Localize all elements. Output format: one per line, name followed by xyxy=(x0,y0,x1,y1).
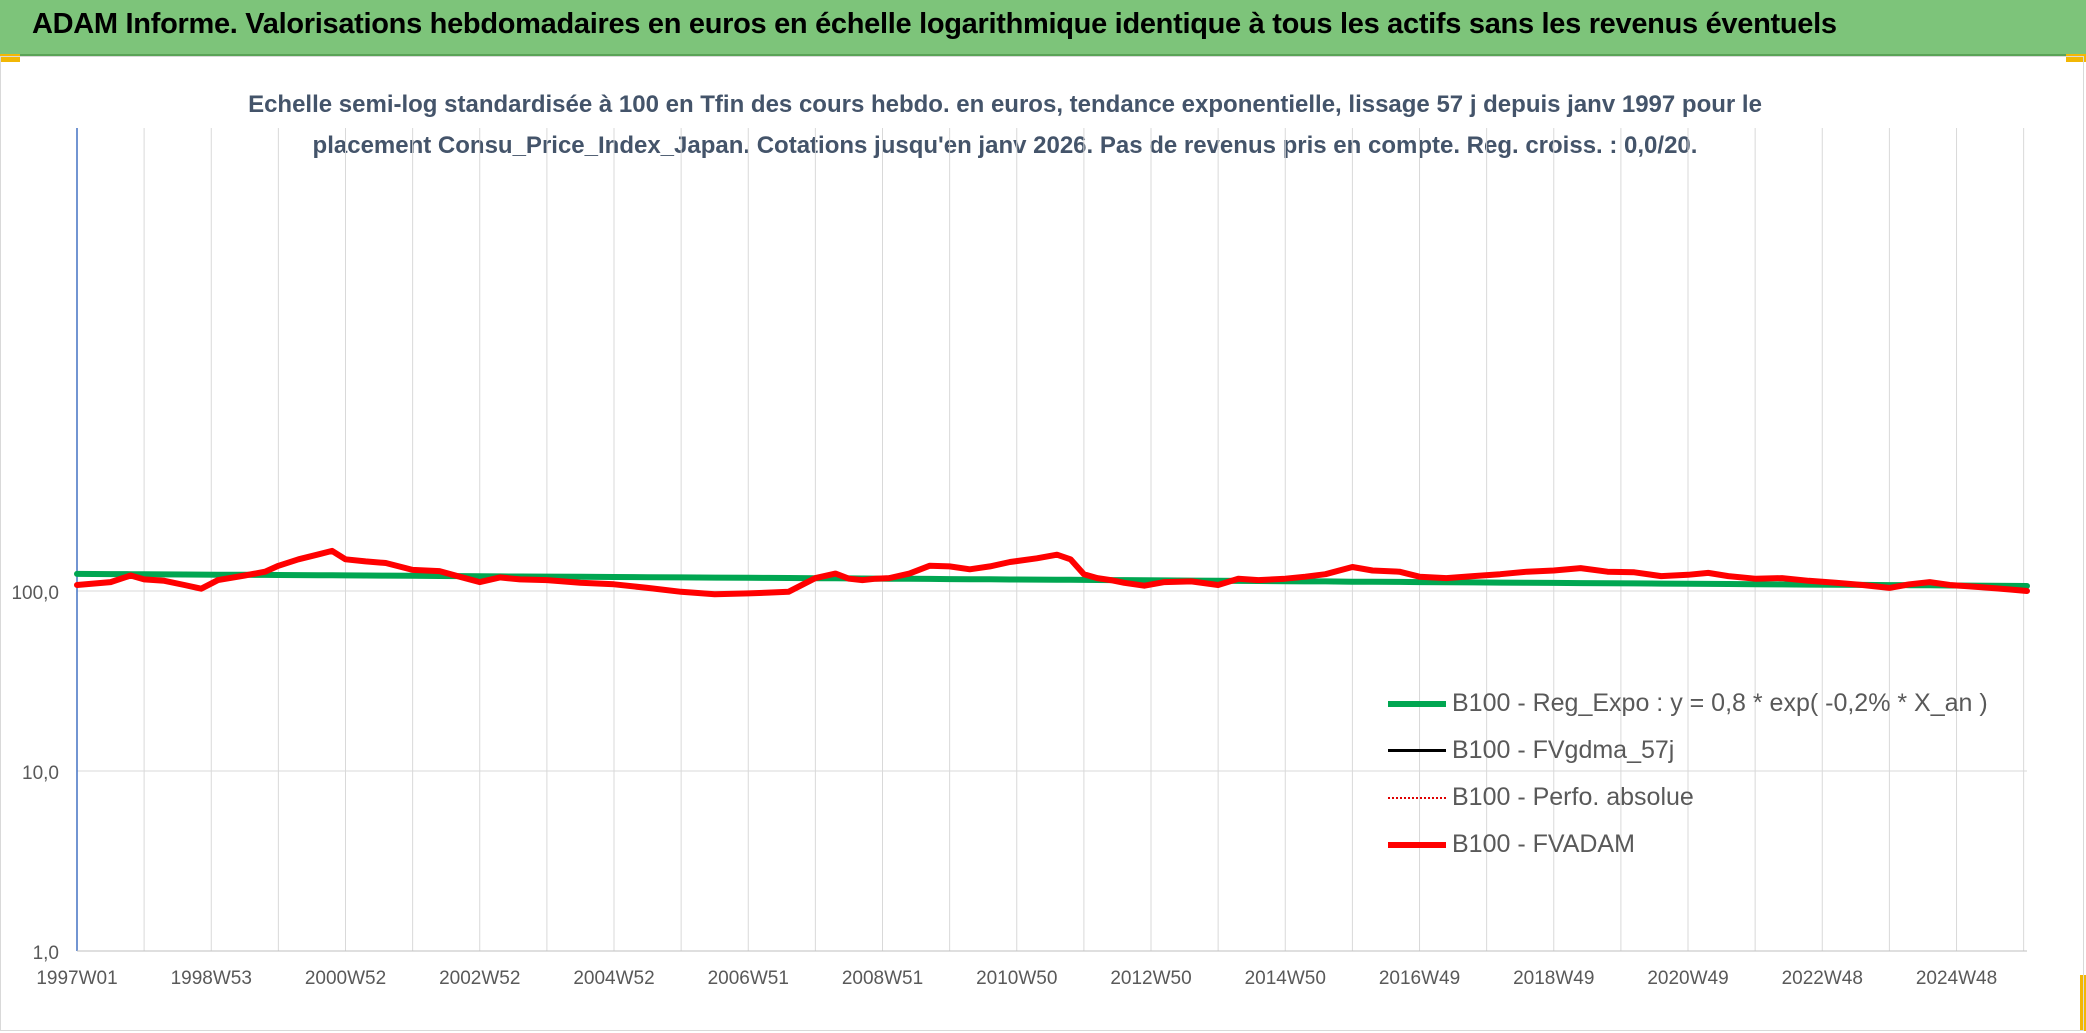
x-tick-label: 2012W50 xyxy=(1110,968,1191,989)
legend-swatch-fvgdma xyxy=(1388,749,1446,752)
series-fvadam xyxy=(74,547,2030,598)
x-tick-label: 2024W48 xyxy=(1916,968,1997,989)
series-reg-expo xyxy=(74,570,2030,589)
x-tick-label: 2002W52 xyxy=(439,968,520,989)
x-tick-label: 2018W49 xyxy=(1513,968,1594,989)
x-tick-label: 2020W49 xyxy=(1647,968,1728,989)
legend-item-perfo-absolue: B100 - Perfo. absolue xyxy=(1388,774,2008,821)
y-tick-label: 10,0 xyxy=(22,763,59,784)
report-banner: ADAM Informe. Valorisations hebdomadaire… xyxy=(0,0,2086,56)
x-tick-label: 1998W53 xyxy=(171,968,252,989)
legend-item-reg-expo: B100 - Reg_Expo : y = 0,8 * exp( -0,2% *… xyxy=(1388,680,2008,727)
legend-item-fvgdma: B100 - FVgdma_57j xyxy=(1388,727,2008,774)
legend-swatch-perfo-absolue xyxy=(1388,796,1446,799)
chart-legend: B100 - Reg_Expo : y = 0,8 * exp( -0,2% *… xyxy=(1388,680,2008,868)
x-tick-label: 2010W50 xyxy=(976,968,1057,989)
y-tick-label: 100,0 xyxy=(11,583,59,604)
chart-title-line-2: placement Consu_Price_Index_Japan. Cotat… xyxy=(312,132,1698,159)
legend-swatch-fvadam xyxy=(1388,841,1446,848)
chart-frame xyxy=(0,56,2084,1031)
x-tick-label: 2016W49 xyxy=(1379,968,1460,989)
x-tick-label: 1997W01 xyxy=(36,968,117,989)
legend-label: B100 - Reg_Expo : y = 0,8 * exp( -0,2% *… xyxy=(1452,689,1988,717)
x-tick-label: 2014W50 xyxy=(1245,968,1326,989)
x-tick-label: 2022W48 xyxy=(1782,968,1863,989)
corner-accent xyxy=(2066,54,2086,62)
x-tick-label: 2000W52 xyxy=(305,968,386,989)
x-tick-label: 2008W51 xyxy=(842,968,923,989)
y-tick-label: 1,0 xyxy=(33,943,59,964)
chart-title-line-1: Echelle semi-log standardisée à 100 en T… xyxy=(248,91,1762,118)
corner-accent xyxy=(0,54,20,62)
x-tick-label: 2004W52 xyxy=(573,968,654,989)
legend-label: B100 - FVgdma_57j xyxy=(1452,736,1675,764)
legend-item-fvadam: B100 - FVADAM xyxy=(1388,821,2008,868)
legend-label: B100 - FVADAM xyxy=(1452,830,1635,858)
legend-swatch-reg-expo xyxy=(1388,700,1446,707)
legend-label: B100 - Perfo. absolue xyxy=(1452,783,1694,811)
chart-title: Echelle semi-log standardisée à 100 en T… xyxy=(240,84,1770,166)
report-title: ADAM Informe. Valorisations hebdomadaire… xyxy=(32,8,1837,40)
x-tick-label: 2006W51 xyxy=(708,968,789,989)
